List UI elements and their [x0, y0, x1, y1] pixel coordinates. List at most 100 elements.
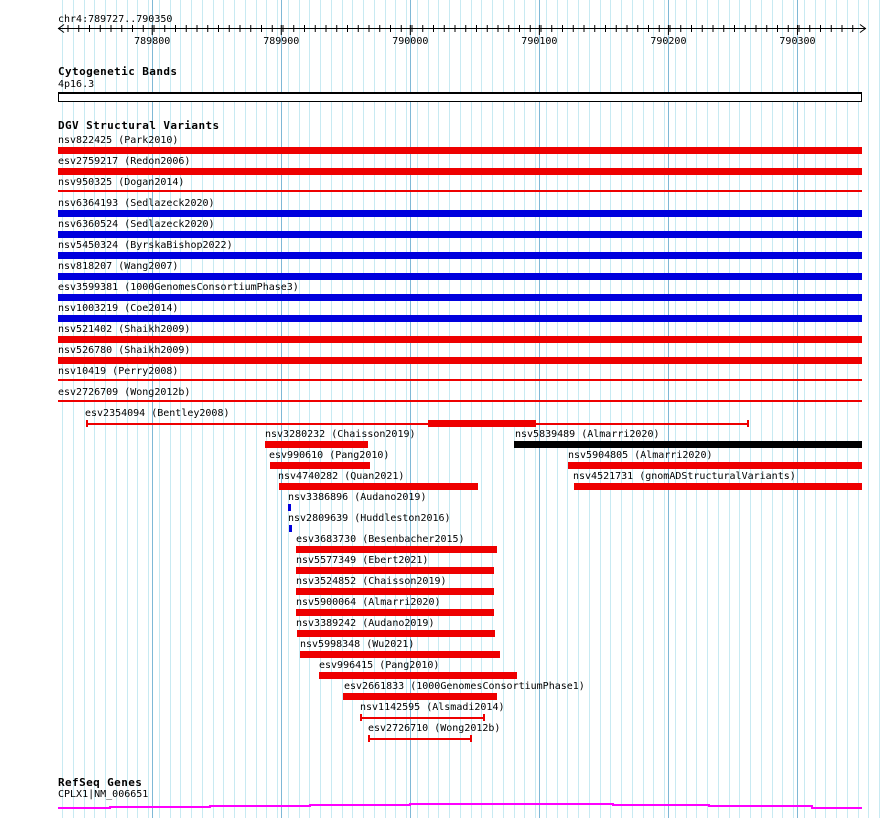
variant-label[interactable]: nsv5904805 (Almarri2020)	[568, 450, 713, 461]
ruler-tick-label: 789900	[263, 36, 300, 47]
variant-label[interactable]: esv2726709 (Wong2012b)	[58, 387, 191, 398]
gridline-minor	[309, 0, 311, 818]
variant-bar[interactable]	[58, 400, 862, 402]
gridline-major	[668, 0, 670, 818]
gridline-minor	[674, 0, 676, 818]
variant-label[interactable]: esv2354094 (Bentley2008)	[85, 408, 230, 419]
variant-bar[interactable]	[58, 210, 862, 217]
gridline-minor	[105, 0, 106, 818]
gridline-minor	[868, 0, 870, 818]
variant-label[interactable]: nsv10419 (Perry2008)	[58, 366, 179, 377]
variant-bar[interactable]	[58, 168, 862, 175]
gridline-minor	[449, 0, 450, 818]
variant-label[interactable]: nsv526780 (Shaikh2009)	[58, 345, 191, 356]
gridline-minor	[470, 0, 472, 818]
gridline-major	[797, 0, 799, 818]
variant-bar[interactable]	[58, 273, 862, 280]
variant-label[interactable]: nsv5998348 (Wu2021)	[300, 639, 415, 650]
gridline-minor	[685, 0, 687, 818]
variant-label[interactable]: nsv950325 (Dogan2014)	[58, 177, 185, 188]
gridline-minor	[696, 0, 698, 818]
cytoband-bar[interactable]	[58, 92, 862, 102]
variant-bar[interactable]	[58, 252, 862, 259]
variant-bar[interactable]	[58, 379, 862, 381]
variant-bar[interactable]	[296, 588, 494, 595]
variant-bar[interactable]	[360, 714, 362, 721]
variant-bar[interactable]	[86, 422, 749, 425]
variant-bar[interactable]	[288, 504, 291, 511]
variant-bar[interactable]	[58, 336, 862, 343]
variant-label[interactable]: esv2661833 (1000GenomesConsortiumPhase1)	[344, 681, 585, 692]
variant-label[interactable]: esv2759217 (Redon2006)	[58, 156, 191, 167]
variant-label[interactable]: nsv3524852 (Chaisson2019)	[296, 576, 447, 587]
variant-bar[interactable]	[319, 672, 517, 679]
variant-bar[interactable]	[58, 190, 862, 192]
gridline-minor	[212, 0, 214, 818]
variant-bar[interactable]	[368, 737, 472, 740]
variant-bar[interactable]	[747, 420, 749, 427]
variant-bar[interactable]	[297, 630, 495, 637]
variant-label[interactable]: nsv6360524 (Sedlazeck2020)	[58, 219, 215, 230]
variant-bar[interactable]	[568, 462, 862, 469]
variant-label[interactable]: nsv1003219 (Coe2014)	[58, 303, 179, 314]
gridline-minor	[814, 0, 816, 818]
variant-bar[interactable]	[428, 420, 536, 427]
variant-bar[interactable]	[289, 525, 292, 532]
gridline-minor	[782, 0, 784, 818]
variant-bar[interactable]	[58, 231, 862, 238]
variant-bar[interactable]	[265, 441, 368, 448]
gridline-major	[281, 0, 283, 818]
variant-label[interactable]: esv3683730 (Besenbacher2015)	[296, 534, 465, 545]
variant-bar[interactable]	[514, 441, 862, 448]
variant-label[interactable]: nsv4521731 (gnomADStructuralVariants)	[573, 471, 796, 482]
variant-bar[interactable]	[58, 147, 862, 154]
variant-label[interactable]: nsv3389242 (Audano2019)	[296, 618, 435, 629]
variant-label[interactable]: nsv3280232 (Chaisson2019)	[265, 429, 416, 440]
variant-label[interactable]: nsv5900064 (Almarri2020)	[296, 597, 441, 608]
variant-bar[interactable]	[279, 483, 478, 490]
variant-label[interactable]: nsv818207 (Wang2007)	[58, 261, 179, 272]
variant-label[interactable]: nsv2809639 (Huddleston2016)	[288, 513, 451, 524]
gridline-minor	[535, 0, 536, 818]
gridline-minor	[137, 0, 139, 818]
variant-label[interactable]: esv3599381 (1000GenomesConsortiumPhase3)	[58, 282, 299, 293]
ruler-tick-label: 790000	[392, 36, 429, 47]
variant-label[interactable]: nsv5450324 (ByrskaBishop2022)	[58, 240, 233, 251]
gridline-minor	[287, 0, 289, 818]
variant-bar[interactable]	[58, 315, 862, 322]
gridline-minor	[653, 0, 655, 818]
variant-bar[interactable]	[58, 294, 862, 301]
variant-bar[interactable]	[296, 567, 494, 574]
variant-bar[interactable]	[360, 716, 485, 719]
variant-bar[interactable]	[368, 735, 370, 742]
gridline-minor	[846, 0, 848, 818]
variant-label[interactable]: nsv521402 (Shaikh2009)	[58, 324, 191, 335]
gridline-minor	[739, 0, 741, 818]
gridline-minor	[244, 0, 246, 818]
variant-bar[interactable]	[58, 357, 862, 364]
variant-bar[interactable]	[296, 546, 497, 553]
variant-bar[interactable]	[343, 693, 497, 700]
variant-label[interactable]: esv2726710 (Wong2012b)	[368, 723, 501, 734]
variant-bar[interactable]	[86, 420, 88, 427]
gridline-minor	[298, 0, 300, 818]
gridline-minor	[255, 0, 257, 818]
variant-bar[interactable]	[296, 609, 494, 616]
gridline-minor	[621, 0, 622, 818]
variant-bar[interactable]	[483, 714, 485, 721]
variant-bar[interactable]	[300, 651, 500, 658]
variant-label[interactable]: nsv5839489 (Almarri2020)	[515, 429, 660, 440]
variant-bar[interactable]	[470, 735, 472, 742]
variant-label[interactable]: nsv4740282 (Quan2021)	[278, 471, 405, 482]
refseq-gene-label[interactable]: CPLX1|NM_006651	[58, 789, 149, 800]
variant-label[interactable]: nsv6364193 (Sedlazeck2020)	[58, 198, 215, 209]
variant-bar[interactable]	[270, 462, 370, 469]
gridline-minor	[234, 0, 235, 818]
variant-label[interactable]: nsv5577349 (Ebert2021)	[296, 555, 429, 566]
variant-label[interactable]: nsv822425 (Park2010)	[58, 135, 179, 146]
variant-label[interactable]: nsv3386896 (Audano2019)	[288, 492, 427, 503]
variant-bar[interactable]	[574, 483, 862, 490]
variant-label[interactable]: nsv1142595 (Alsmadi2014)	[360, 702, 505, 713]
variant-label[interactable]: esv996415 (Pang2010)	[319, 660, 440, 671]
variant-label[interactable]: esv990610 (Pang2010)	[269, 450, 390, 461]
